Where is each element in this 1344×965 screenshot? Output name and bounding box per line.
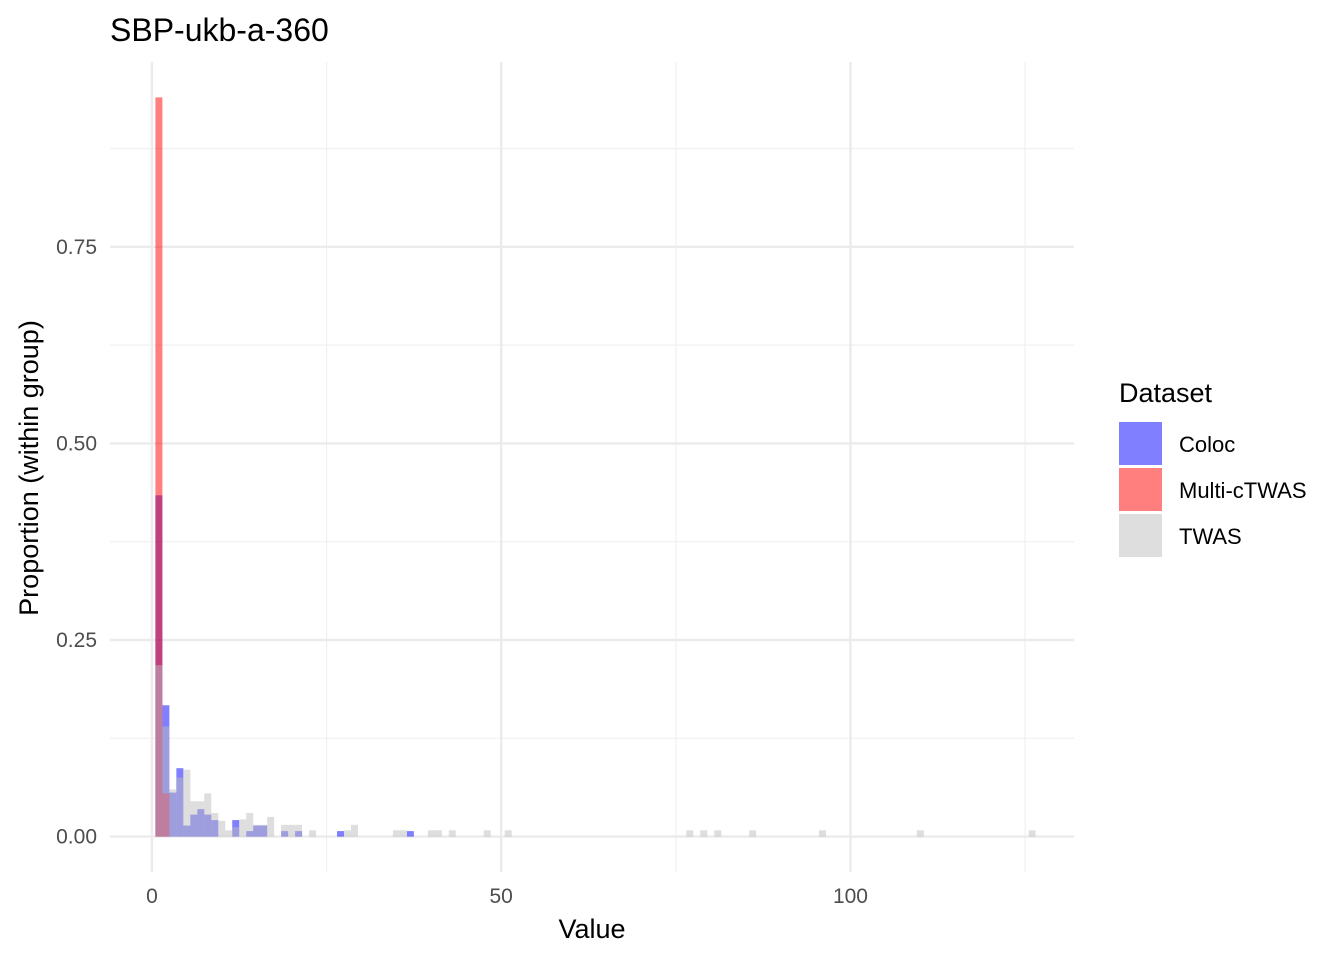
bar-twas	[162, 726, 170, 837]
bar-twas	[190, 801, 198, 837]
bar-twas	[1028, 830, 1036, 837]
axis-layer: 0.00 0.25 0.50 0.75 0 50 100	[56, 236, 868, 908]
bar-twas	[218, 820, 226, 837]
bar-twas	[483, 830, 491, 837]
bar-twas	[392, 830, 400, 837]
bar-twas	[204, 793, 212, 837]
bar-twas	[288, 824, 296, 837]
x-tick-label: 0	[146, 885, 158, 908]
legend-label-multi-ctwas: Multi-cTWAS	[1179, 478, 1307, 503]
bar-twas	[169, 789, 177, 837]
legend-title: Dataset	[1119, 378, 1213, 408]
bar-twas	[267, 816, 275, 837]
bar-twas	[427, 830, 435, 837]
legend-key-twas	[1119, 514, 1162, 557]
bar-twas	[749, 830, 757, 837]
y-axis-title: Proportion (within group)	[14, 320, 44, 616]
bar-twas	[309, 830, 317, 837]
legend-label-twas: TWAS	[1179, 524, 1242, 549]
legend: Dataset Coloc Multi-cTWAS TWAS	[1119, 378, 1307, 557]
bar-twas	[344, 830, 351, 837]
bar-twas	[260, 824, 268, 837]
bar-twas	[197, 801, 205, 837]
y-tick-label: 0.25	[56, 629, 97, 652]
bar-twas	[434, 830, 442, 837]
bar-twas	[155, 665, 163, 837]
legend-label-coloc: Coloc	[1179, 432, 1235, 457]
y-tick-label: 0.00	[56, 826, 97, 849]
x-axis-title: Value	[558, 914, 625, 944]
bar-twas	[225, 830, 233, 837]
y-tick-label: 0.50	[56, 432, 97, 455]
bar-twas	[399, 830, 407, 837]
bars-layer	[155, 97, 1036, 837]
bar-multi-ctwas	[155, 97, 163, 837]
bar-twas	[211, 813, 219, 837]
legend-key-multi-ctwas	[1119, 468, 1162, 511]
bar-twas	[448, 830, 456, 837]
y-tick-label: 0.75	[56, 236, 97, 259]
bar-twas	[232, 827, 240, 837]
bar-twas	[714, 830, 722, 837]
bar-twas	[246, 813, 254, 837]
bar-twas	[183, 769, 191, 837]
bar-coloc	[337, 831, 345, 837]
bar-twas	[916, 830, 924, 837]
bar-twas	[700, 830, 708, 837]
legend-key-coloc	[1119, 422, 1162, 465]
x-tick-label: 50	[490, 885, 513, 908]
bar-twas	[281, 824, 289, 837]
bar-twas	[686, 830, 694, 837]
chart-title: SBP-ukb-a-360	[110, 12, 329, 48]
bar-twas	[176, 777, 184, 837]
x-tick-label: 100	[833, 885, 868, 908]
bar-coloc	[406, 831, 414, 837]
bar-twas	[504, 830, 512, 837]
bar-twas	[351, 824, 358, 837]
grid-layer	[110, 62, 1074, 872]
bar-twas	[819, 830, 827, 837]
bar-twas	[253, 824, 261, 837]
bar-twas	[295, 824, 303, 837]
bar-twas	[239, 819, 247, 837]
